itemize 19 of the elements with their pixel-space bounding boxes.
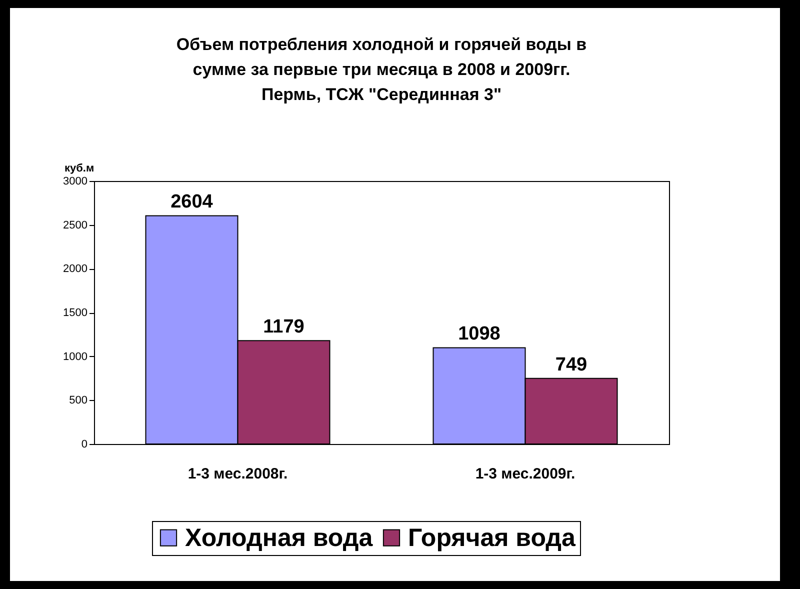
y-tick-label: 2000	[63, 263, 88, 276]
x-tick-label: 1-3 мес.2009г.	[475, 466, 576, 482]
y-axis-title: куб.м	[64, 162, 94, 174]
data-label: 2604	[170, 192, 214, 213]
y-tick-label: 2500	[63, 219, 88, 232]
text: Пермь, ТСЖ "Серединная 3"	[261, 85, 502, 104]
x-tick-label: 1-3 мес.2008г.	[188, 466, 288, 482]
text: Объем потребления холодной и горячей воды в	[176, 35, 587, 54]
y-tick-label: 1500	[63, 307, 88, 319]
legend-label: Горячая вода	[408, 524, 577, 552]
y-tick-label: 0	[81, 438, 88, 450]
y-tick-label: 500	[69, 394, 88, 407]
data-label: 1098	[458, 324, 500, 345]
legend-label: Холодная вода	[185, 524, 374, 552]
data-label: 1179	[263, 316, 304, 338]
y-tick-label: 1000	[63, 350, 88, 363]
data-label: 749	[555, 354, 588, 376]
y-tick-label: 3000	[63, 176, 88, 188]
text: сумме за первые три месяца в 2008 и 2009гг.	[192, 60, 570, 79]
